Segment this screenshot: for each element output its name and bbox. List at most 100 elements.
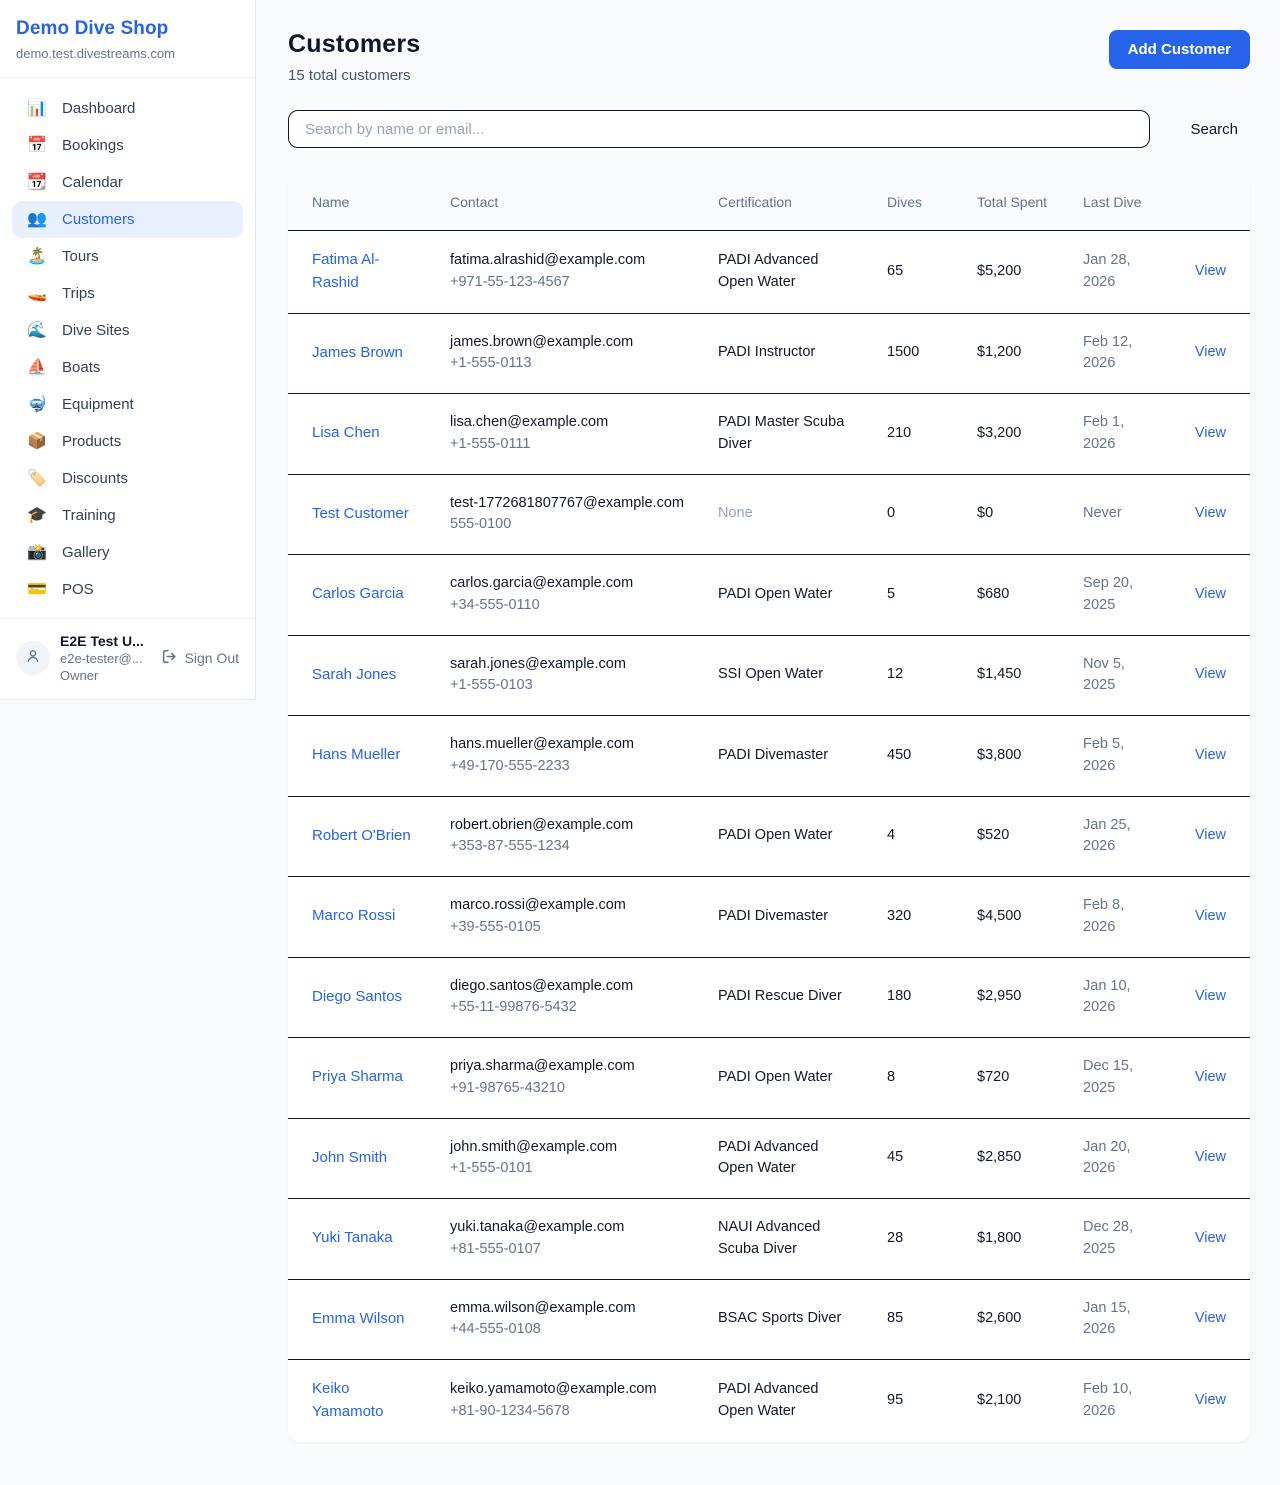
view-customer-link[interactable]: View [1194, 827, 1226, 844]
customer-name-link[interactable]: Keiko Yamamoto [312, 1380, 384, 1420]
customer-total-spent: $3,800 [977, 746, 1022, 763]
table-header-row: Name Contact Certification Dives Total S… [288, 174, 1250, 231]
sidebar-item-equipment[interactable]: 🤿 Equipment [12, 386, 243, 423]
customer-phone: +81-555-0107 [450, 1240, 541, 1257]
customer-name-link[interactable]: Priya Sharma [312, 1068, 403, 1086]
customer-name-link[interactable]: Emma Wilson [312, 1309, 405, 1327]
view-customer-link[interactable]: View [1194, 585, 1226, 602]
customer-dives: 320 [887, 907, 912, 924]
customer-total-spent: $2,600 [977, 1310, 1022, 1327]
customer-certification: PADI Rescue Diver [718, 988, 842, 1005]
view-customer-link[interactable]: View [1194, 1068, 1226, 1085]
graduation-cap-icon: 🎓 [27, 506, 47, 524]
customer-total-spent: $2,100 [977, 1391, 1022, 1408]
view-customer-link[interactable]: View [1194, 1229, 1226, 1246]
customer-row: Robert O'Brien robert.obrien@example.com… [288, 796, 1250, 877]
search-button[interactable]: Search [1178, 113, 1250, 146]
customer-total-spent: $2,850 [977, 1149, 1022, 1166]
sidebar-item-calendar[interactable]: 📆 Calendar [12, 164, 243, 201]
sidebar-header: Demo Dive Shop demo.test.divestreams.com [0, 0, 255, 78]
customer-row: Marco Rossi marco.rossi@example.com +39-… [288, 876, 1250, 958]
customer-name-link[interactable]: Marco Rossi [312, 907, 396, 925]
sidebar-item-dive-sites[interactable]: 🌊 Dive Sites [12, 312, 243, 349]
customer-certification: PADI Open Water [718, 585, 833, 602]
customer-last-dive: Feb 10, 2026 [1083, 1381, 1133, 1419]
add-customer-button[interactable]: Add Customer [1108, 30, 1250, 69]
people-icon: 👥 [27, 210, 47, 228]
sidebar-item-gallery[interactable]: 📸 Gallery [12, 534, 243, 571]
sidebar-item-label: Products [62, 433, 122, 450]
customer-total-spent: $0 [977, 505, 994, 522]
customer-email: robert.obrien@example.com [450, 816, 634, 833]
sidebar-item-label: Calendar [62, 174, 123, 191]
customer-name-link[interactable]: Sarah Jones [312, 665, 397, 683]
customer-name-link[interactable]: Carlos Garcia [312, 585, 404, 603]
customer-name-link[interactable]: Fatima Al-Rashid [312, 251, 380, 291]
customer-last-dive: Never [1083, 505, 1122, 522]
sidebar-item-label: Trips [62, 285, 95, 302]
customer-name-link[interactable]: Robert O'Brien [312, 826, 411, 844]
customer-certification: PADI Open Water [718, 1068, 833, 1085]
customer-total-spent: $1,200 [977, 344, 1022, 361]
sidebar-nav: 📊 Dashboard 📅 Bookings 📆 Calendar 👥 Cust… [0, 78, 255, 618]
tear-off-calendar-icon: 📆 [27, 173, 47, 191]
sidebar-item-trips[interactable]: 🚤 Trips [12, 275, 243, 312]
customer-last-dive: Jan 28, 2026 [1083, 252, 1131, 290]
search-input[interactable] [288, 110, 1151, 148]
customer-phone: 555-0100 [450, 516, 512, 533]
customer-certification: PADI Instructor [718, 344, 816, 361]
view-customer-link[interactable]: View [1194, 666, 1226, 683]
sidebar-item-label: Dashboard [62, 100, 136, 117]
view-customer-link[interactable]: View [1194, 262, 1226, 279]
column-header-dives: Dives [871, 174, 961, 231]
column-header-actions [1159, 174, 1250, 231]
sidebar-item-discounts[interactable]: 🏷️ Discounts [12, 460, 243, 497]
sidebar-item-training[interactable]: 🎓 Training [12, 497, 243, 534]
customer-name-link[interactable]: Yuki Tanaka [312, 1229, 393, 1247]
view-customer-link[interactable]: View [1194, 1310, 1226, 1327]
customer-name-link[interactable]: Diego Santos [312, 987, 403, 1005]
customer-name-link[interactable]: James Brown [312, 343, 403, 361]
customer-dives: 210 [887, 424, 912, 441]
sidebar-item-products[interactable]: 📦 Products [12, 423, 243, 460]
customer-certification: PADI Advanced Open Water [718, 1138, 819, 1177]
customer-row: Keiko Yamamoto keiko.yamamoto@example.co… [288, 1360, 1250, 1442]
sidebar-item-boats[interactable]: ⛵ Boats [12, 349, 243, 386]
customer-total-spent: $4,500 [977, 907, 1022, 924]
view-customer-link[interactable]: View [1194, 907, 1226, 924]
customer-name-link[interactable]: John Smith [312, 1148, 388, 1166]
sidebar-item-dashboard[interactable]: 📊 Dashboard [12, 90, 243, 127]
view-customer-link[interactable]: View [1194, 988, 1226, 1005]
sidebar-item-label: Gallery [62, 544, 110, 561]
camera-flash-icon: 📸 [27, 543, 47, 561]
sidebar-item-label: Dive Sites [62, 322, 130, 339]
customer-name-link[interactable]: Test Customer [312, 504, 409, 522]
search-bar: Search [288, 110, 1250, 148]
view-customer-link[interactable]: View [1194, 424, 1226, 441]
customer-total-spent: $720 [977, 1068, 1010, 1085]
customer-email: sarah.jones@example.com [450, 655, 626, 672]
view-customer-link[interactable]: View [1194, 505, 1226, 522]
sidebar-item-label: Discounts [62, 470, 128, 487]
sidebar-item-tours[interactable]: 🏝️ Tours [12, 238, 243, 275]
sign-out-button[interactable]: Sign Out [161, 648, 239, 668]
customer-phone: +1-555-0101 [450, 1160, 533, 1177]
sidebar-item-bookings[interactable]: 📅 Bookings [12, 127, 243, 164]
package-icon: 📦 [27, 432, 47, 450]
customer-row: Fatima Al-Rashid fatima.alrashid@example… [288, 230, 1250, 314]
customer-dives: 1500 [887, 344, 920, 361]
sidebar-item-pos[interactable]: 💳 POS [12, 571, 243, 608]
view-customer-link[interactable]: View [1194, 1391, 1226, 1408]
customer-name-link[interactable]: Hans Mueller [312, 746, 401, 764]
column-header-total-spent: Total Spent [961, 174, 1067, 231]
view-customer-link[interactable]: View [1194, 746, 1226, 763]
customer-phone: +1-555-0113 [450, 355, 532, 372]
view-customer-link[interactable]: View [1194, 1149, 1226, 1166]
customer-email: carlos.garcia@example.com [450, 575, 634, 591]
customer-name-link[interactable]: Lisa Chen [312, 424, 380, 442]
view-customer-link[interactable]: View [1194, 344, 1226, 361]
customer-last-dive: Feb 8, 2026 [1083, 897, 1125, 935]
sidebar-item-customers[interactable]: 👥 Customers [12, 201, 243, 238]
bar-chart-icon: 📊 [27, 99, 47, 117]
customer-total-spent: $3,200 [977, 424, 1022, 441]
